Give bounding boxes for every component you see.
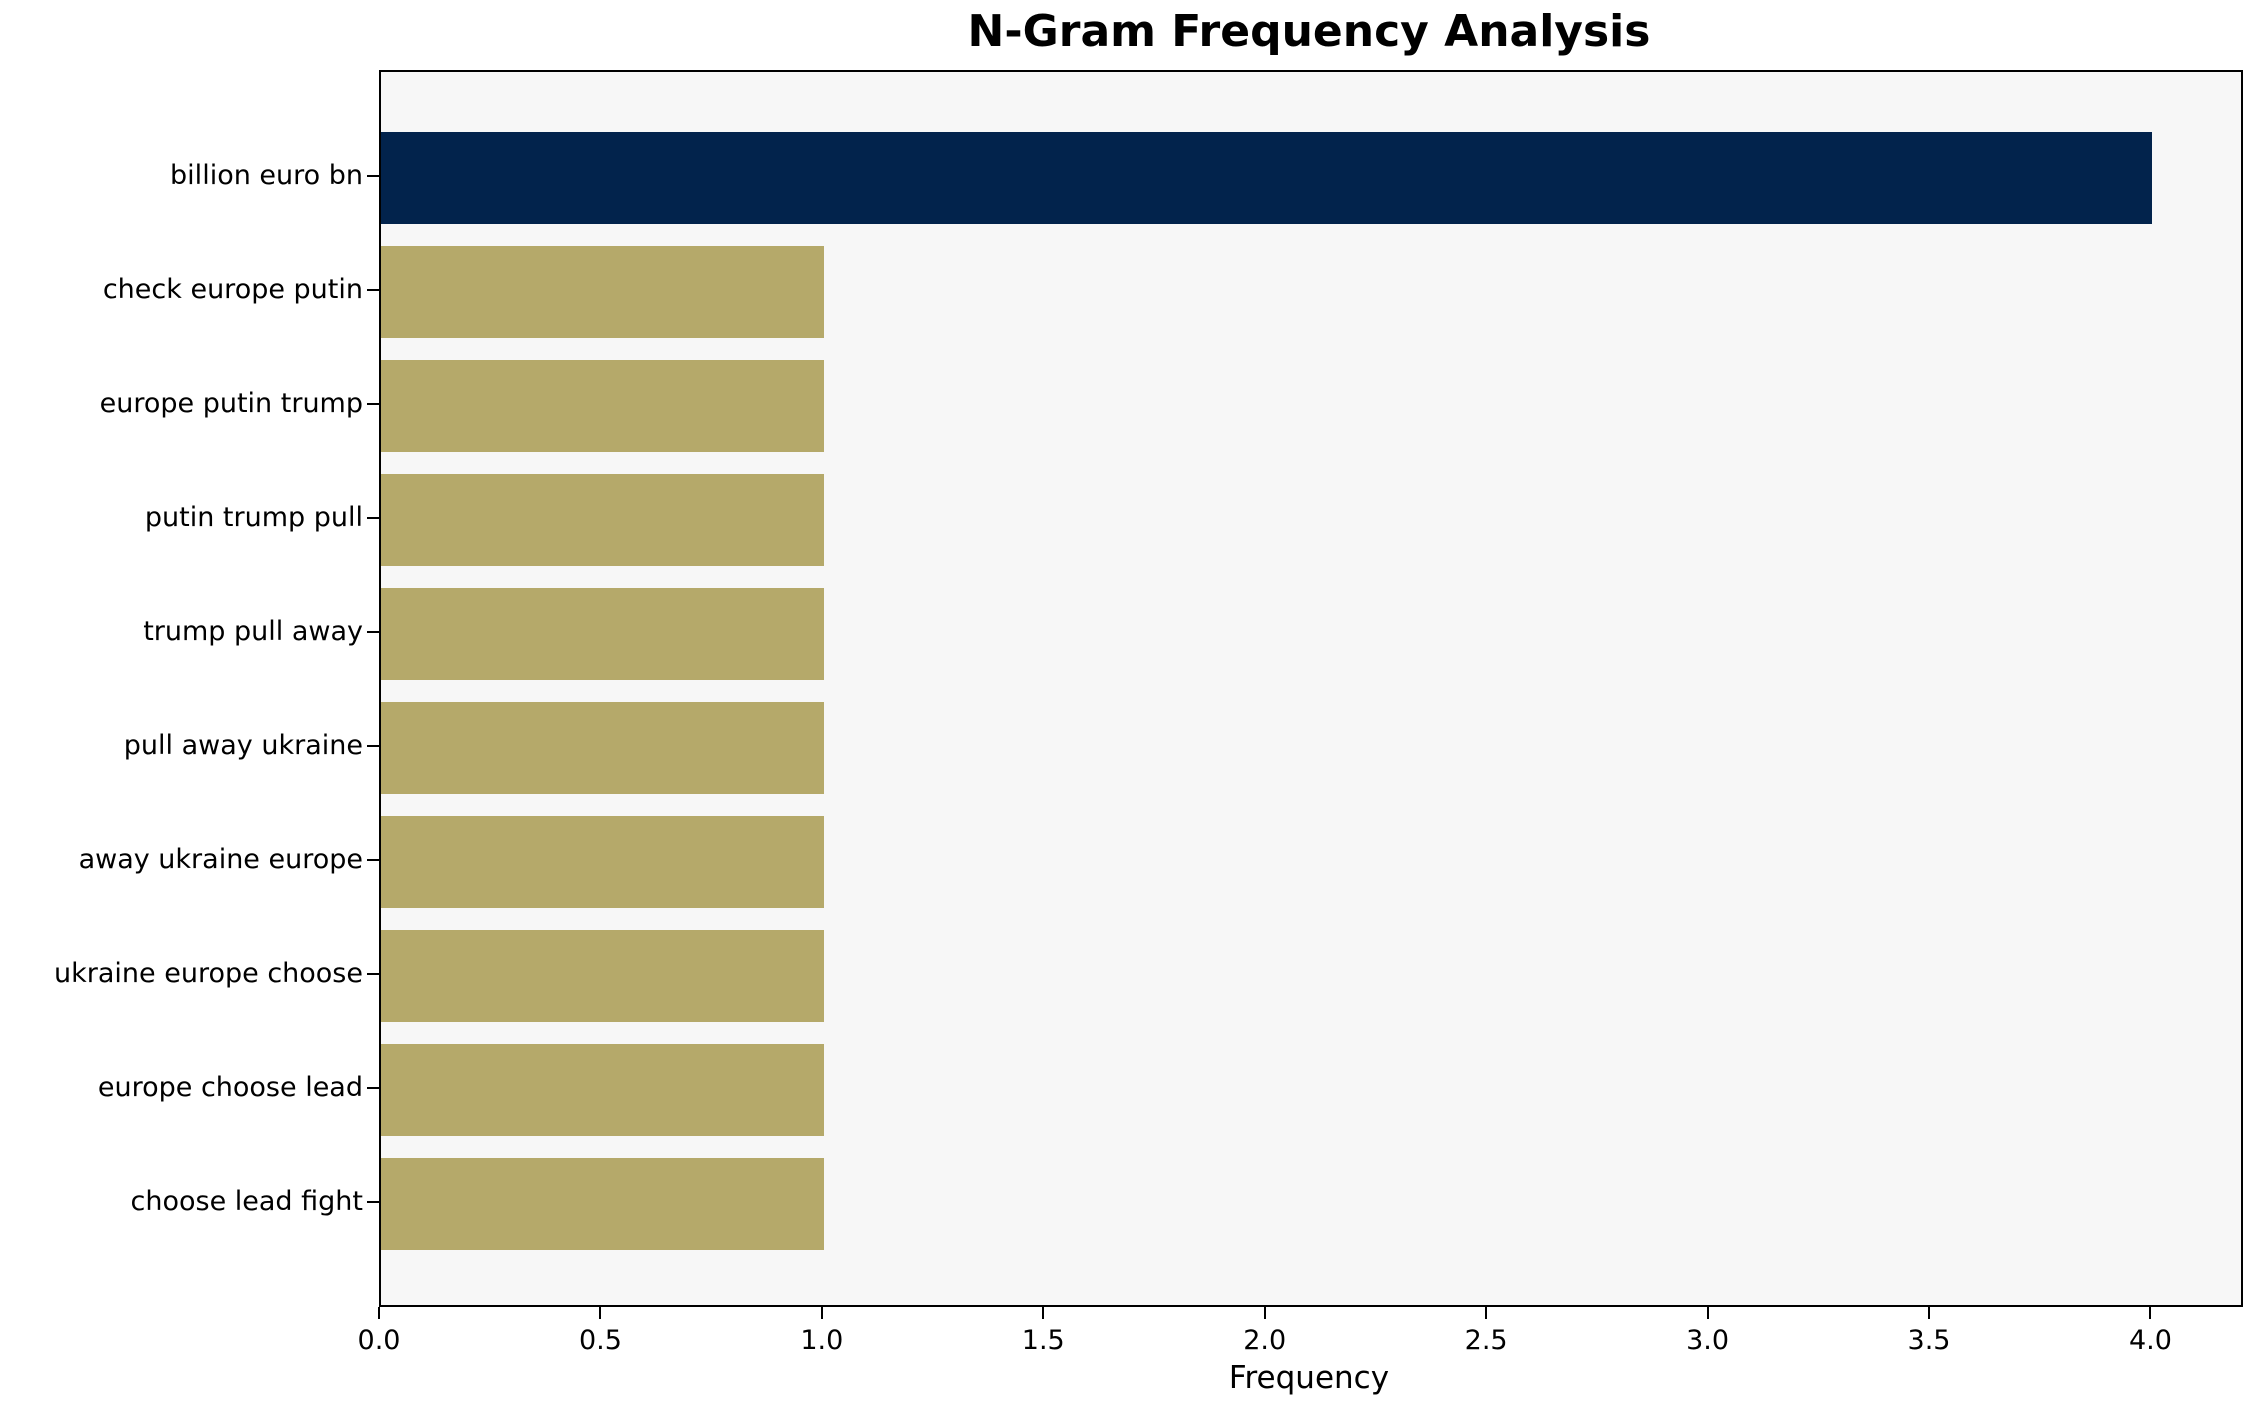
bar-europe-putin-trump	[381, 360, 824, 452]
x-tick-mark	[1928, 1307, 1930, 1319]
x-tick-label: 3.5	[1907, 1325, 1951, 1356]
x-tick-mark	[820, 1307, 823, 1319]
x-tick-label: 0.5	[578, 1325, 622, 1356]
x-tick-label: 1.5	[1021, 1325, 1065, 1356]
bar-ukraine-europe-choose	[381, 930, 824, 1022]
x-axis-label: Frequency	[1228, 1360, 1390, 1396]
x-tick-label: 1.0	[800, 1325, 844, 1356]
x-tick-mark	[1485, 1307, 1488, 1319]
bar-billion-euro-bn	[381, 132, 2153, 224]
y-tick-mark	[367, 1087, 379, 1089]
y-tick-mark	[367, 517, 379, 519]
y-tick-label: europe choose lead	[97, 1072, 363, 1103]
y-tick-mark	[367, 745, 379, 747]
y-tick-label: putin trump pull	[144, 502, 363, 533]
y-tick-label: billion euro bn	[170, 160, 363, 191]
y-tick-mark	[367, 403, 379, 405]
x-tick-mark	[1706, 1307, 1709, 1319]
x-tick-label: 3.0	[1686, 1325, 1730, 1356]
bar-putin-trump-pull	[381, 474, 824, 566]
y-tick-label: ukraine europe choose	[54, 958, 363, 989]
x-tick-mark	[378, 1307, 380, 1319]
x-tick-label: 2.0	[1243, 1325, 1287, 1356]
y-tick-mark	[367, 175, 379, 177]
bar-choose-lead-fight	[381, 1158, 824, 1250]
x-tick-mark	[1263, 1307, 1266, 1319]
y-tick-label: check europe putin	[102, 274, 363, 305]
bar-europe-choose-lead	[381, 1044, 824, 1136]
x-tick-mark	[2149, 1307, 2152, 1319]
x-tick-label: 4.0	[2128, 1325, 2172, 1356]
y-tick-label: choose lead fight	[130, 1186, 363, 1217]
bar-check-europe-putin	[381, 246, 824, 338]
y-tick-label: trump pull away	[143, 616, 363, 647]
x-tick-mark	[1042, 1307, 1045, 1319]
y-tick-mark	[367, 289, 379, 291]
bar-away-ukraine-europe	[381, 816, 824, 908]
bar-trump-pull-away	[381, 588, 824, 680]
plot-area	[379, 70, 2243, 1307]
y-tick-label: away ukraine europe	[78, 844, 363, 875]
x-tick-label: 0.0	[357, 1325, 401, 1356]
x-tick-label: 2.5	[1464, 1325, 1508, 1356]
x-tick-mark	[599, 1307, 602, 1319]
y-tick-label: pull away ukraine	[123, 730, 363, 761]
y-tick-mark	[367, 631, 379, 633]
y-tick-mark	[367, 973, 379, 975]
y-tick-label: europe putin trump	[99, 388, 363, 419]
y-tick-mark	[367, 1201, 379, 1203]
chart-title: N-Gram Frequency Analysis	[967, 6, 1651, 57]
bar-pull-away-ukraine	[381, 702, 824, 794]
y-tick-mark	[367, 859, 379, 861]
